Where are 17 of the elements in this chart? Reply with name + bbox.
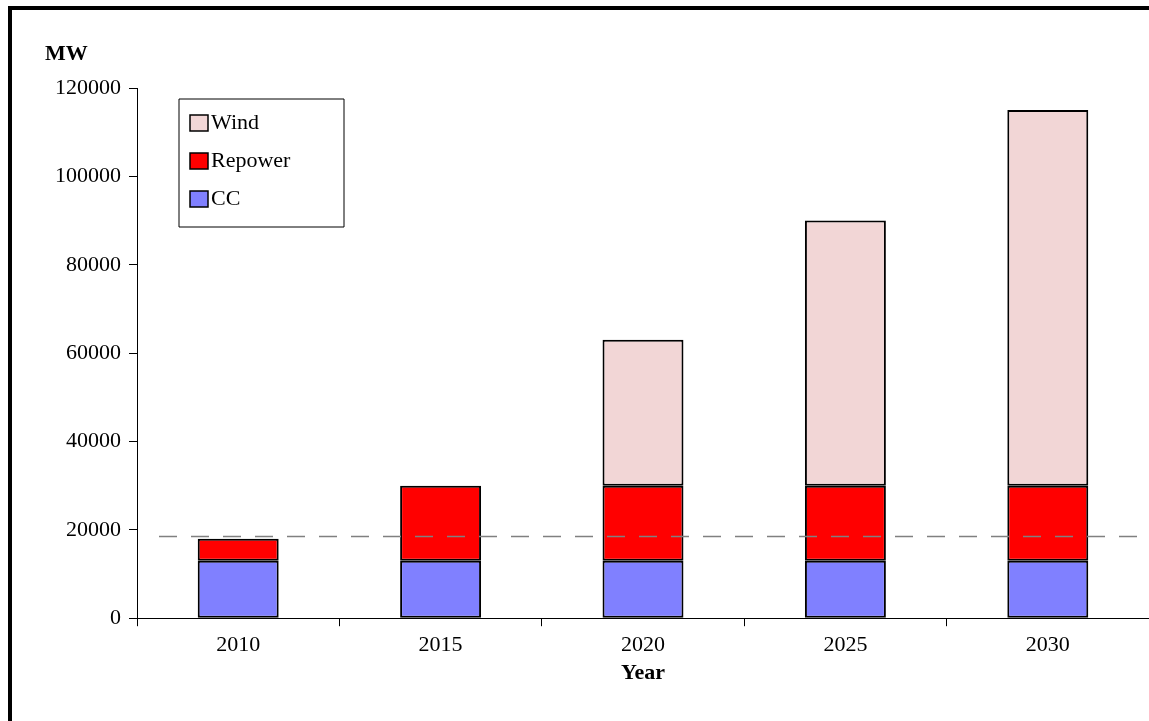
y-tick-label: 40000 [66, 427, 121, 453]
x-tick-label: 2030 [1025, 631, 1070, 657]
legend-label: Wind [211, 108, 259, 134]
x-tick-label: 2025 [823, 631, 868, 657]
y-tick-label: 100000 [55, 162, 121, 188]
y-tick-label: 120000 [55, 73, 121, 99]
y-tick-label: 60000 [66, 338, 121, 364]
y-axis-title: MW [45, 39, 88, 65]
x-tick-label: 2020 [621, 631, 665, 657]
legend-label: Repower [211, 146, 292, 172]
legend-label: CC [211, 184, 241, 210]
x-axis-title: Year [621, 659, 666, 685]
y-tick-label: 20000 [66, 515, 121, 541]
x-tick-label: 2010 [216, 631, 261, 657]
y-tick-label: 0 [110, 603, 121, 629]
x-tick-label: 2015 [418, 631, 463, 657]
y-tick-label: 80000 [66, 250, 121, 276]
